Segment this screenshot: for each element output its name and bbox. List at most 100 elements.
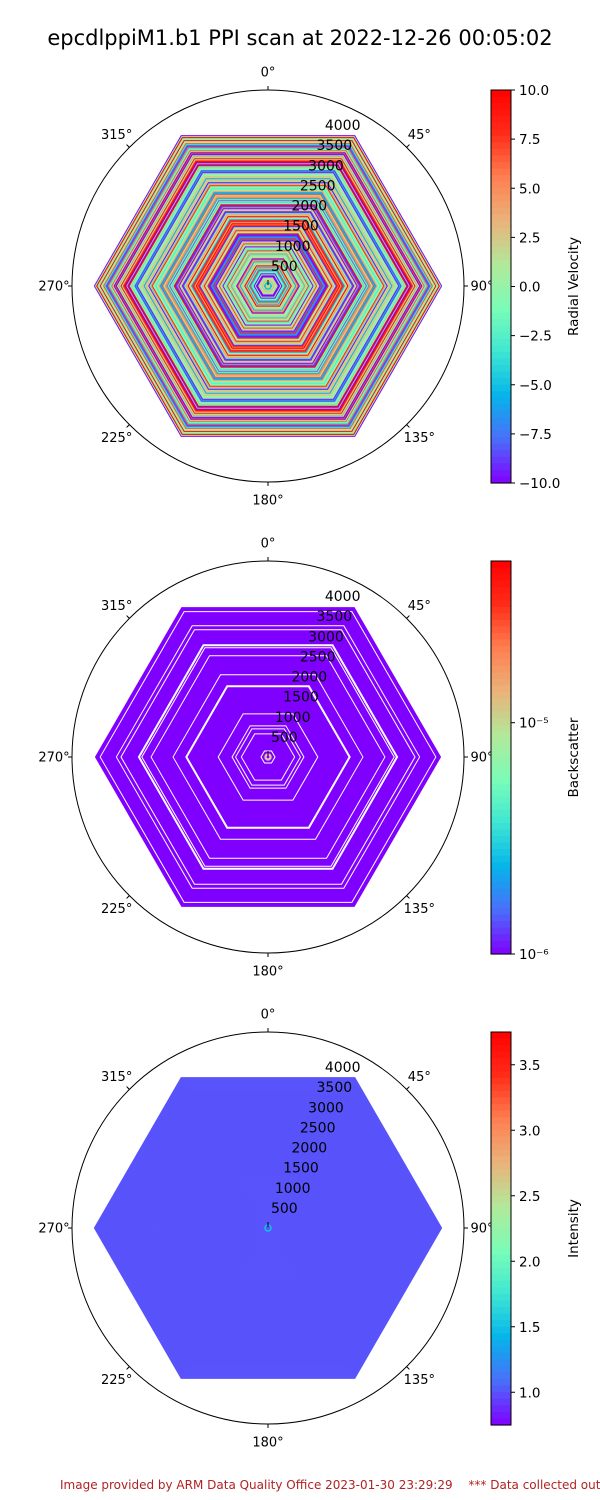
colorbar-segment (491, 247, 511, 255)
colorbar-segment (491, 685, 511, 693)
colorbar-segment (491, 790, 511, 798)
colorbar-segment (491, 384, 511, 392)
colorbar-segment (491, 260, 511, 268)
theta-tick-label: 225° (101, 1373, 132, 1388)
colorbar-segment (491, 214, 511, 222)
colorbar-segment (491, 352, 511, 360)
colorbar-segment (491, 1320, 511, 1328)
colorbar-segment (491, 1156, 511, 1164)
plot-area (93, 606, 443, 908)
colorbar-segment (491, 1136, 511, 1144)
r-tick-label: 2500 (300, 649, 336, 665)
colorbar-segment (491, 1385, 511, 1393)
colorbar-segment (491, 836, 511, 844)
theta-tick-label: 45° (408, 128, 431, 143)
colorbar-segment (491, 737, 511, 745)
colorbar-segment (491, 299, 511, 307)
colorbar-tick-label: 3.5 (519, 1058, 540, 1074)
colorbar-segment (491, 862, 511, 870)
r-tick-label: 1500 (283, 219, 319, 235)
colorbar-segment (491, 319, 511, 327)
colorbar-segment (491, 279, 511, 288)
colorbar-segment (491, 1064, 511, 1072)
colorbar-segment (491, 371, 511, 379)
colorbar-segment (491, 162, 511, 170)
theta-tick-mark (406, 424, 410, 428)
colorbar-segment (491, 1208, 511, 1216)
colorbar-segment (491, 410, 511, 419)
colorbar-segment (491, 1307, 511, 1315)
colorbar-tick-label: 10.0 (519, 83, 549, 99)
colorbar-segment (491, 1143, 511, 1151)
colorbar: 10⁻⁵ 10⁻⁶ Backscatter (490, 560, 582, 963)
colorbar-segment (491, 665, 511, 673)
colorbar-segment (491, 181, 511, 189)
colorbar-segment (491, 593, 511, 601)
theta-tick-mark (126, 144, 130, 148)
r-tick-label: 500 (271, 1201, 298, 1217)
colorbar-segment (491, 1333, 511, 1341)
colorbar-segment (491, 293, 511, 301)
r-tick-label: 1000 (275, 239, 311, 255)
colorbar-tick-label: 1.0 (519, 1385, 540, 1401)
colorbar-segment (491, 1392, 511, 1400)
colorbar-segment (491, 633, 511, 641)
colorbar-segment (491, 96, 511, 104)
colorbar-segment (491, 1202, 511, 1210)
colorbar-tick-label: −7.5 (519, 427, 552, 443)
footer-provided-by: Image provided by ARM Data Quality Offic… (60, 1478, 453, 1492)
colorbar-segment (491, 358, 511, 366)
colorbar-segment (491, 849, 511, 857)
theta-tick-label: 90° (470, 1222, 493, 1237)
colorbar-segment (491, 711, 511, 719)
colorbar-segment (491, 796, 511, 804)
colorbar-segment (491, 1051, 511, 1059)
colorbar-segment (491, 1248, 511, 1256)
colorbar-tick-label: −2.5 (519, 329, 552, 345)
r-tick-label: 3500 (317, 609, 353, 625)
colorbar-segment (491, 1294, 511, 1302)
colorbar-segment (491, 201, 511, 209)
theta-tick-label: 180° (252, 965, 283, 980)
r-tick-label: 3500 (317, 1080, 353, 1096)
colorbar-segment (491, 659, 511, 667)
theta-tick-mark (126, 424, 130, 428)
scan-band (266, 1226, 270, 1230)
theta-tick-label: 45° (408, 599, 431, 614)
colorbar-segment (491, 1130, 511, 1138)
footer-note: *** Data collected outsid (468, 1478, 600, 1492)
colorbar-segment (491, 809, 511, 818)
colorbar-tick-label: 0.0 (519, 280, 540, 296)
colorbar-segment (491, 678, 511, 687)
colorbar-tick-label: 5.0 (519, 181, 540, 197)
colorbar-segment (491, 90, 511, 98)
colorbar-segment (491, 561, 511, 569)
colorbar-segment (491, 1045, 511, 1053)
theta-tick-label: 0° (261, 537, 276, 552)
colorbar-segment (491, 1339, 511, 1347)
colorbar-segment (491, 1032, 511, 1040)
r-tick-label: 500 (271, 730, 298, 746)
colorbar-segment (491, 1084, 511, 1092)
colorbar-segment (491, 829, 511, 837)
colorbar-tick-label: 1.5 (519, 1320, 540, 1336)
colorbar-segment (491, 1359, 511, 1367)
colorbar-segment (491, 692, 511, 700)
colorbar-segment (491, 253, 511, 261)
colorbar-segment (491, 1169, 511, 1177)
colorbar-segment (491, 175, 511, 183)
theta-tick-mark (126, 895, 130, 899)
colorbar-label: Radial Velocity (566, 237, 582, 336)
colorbar-frame (490, 560, 512, 955)
colorbar-segment (491, 266, 511, 274)
colorbar-segment (491, 1058, 511, 1066)
colorbar-segment (491, 783, 511, 791)
colorbar-segment (491, 1418, 511, 1426)
colorbar-segment (491, 881, 511, 890)
colorbar-tick-label: −10.0 (519, 476, 560, 492)
r-tick-label: 3000 (308, 1100, 344, 1116)
theta-tick-label: 270° (38, 751, 69, 766)
colorbar-segment (491, 1110, 511, 1118)
r-tick-label: 1500 (283, 690, 319, 706)
colorbar-segment (491, 391, 511, 399)
